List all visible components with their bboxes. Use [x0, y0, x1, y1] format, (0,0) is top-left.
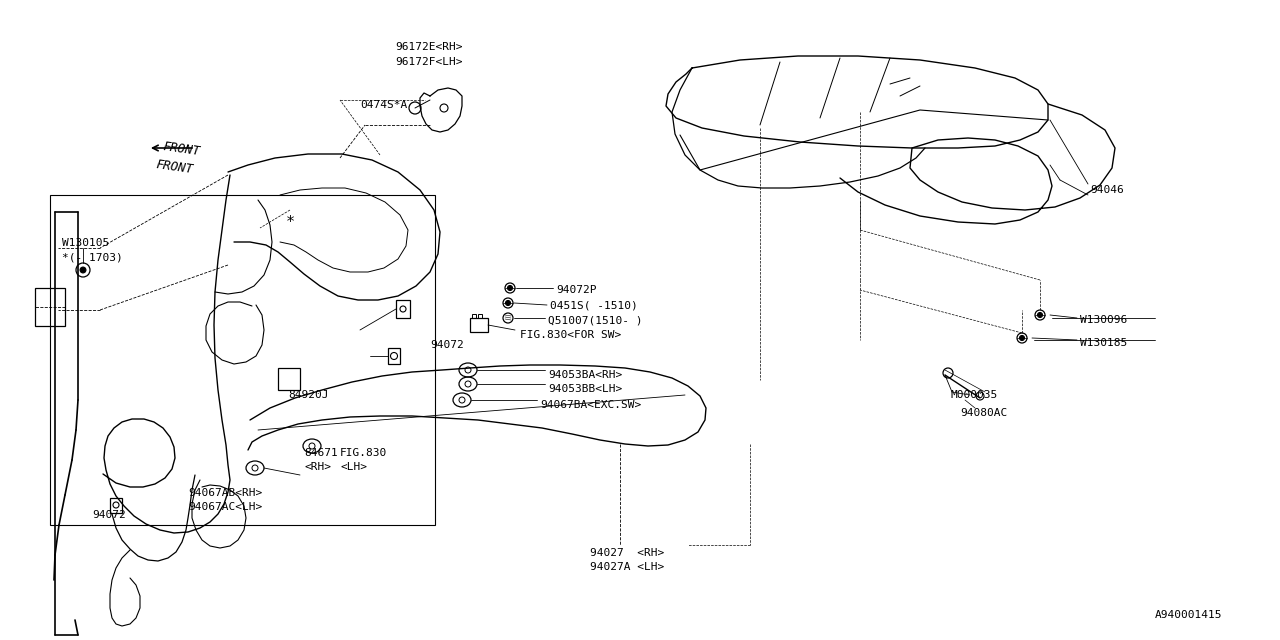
- Text: A940001415: A940001415: [1155, 610, 1222, 620]
- Circle shape: [506, 301, 511, 305]
- Text: 94072: 94072: [92, 510, 125, 520]
- Text: 94080AC: 94080AC: [960, 408, 1007, 418]
- Text: 96172E<RH>: 96172E<RH>: [396, 42, 462, 52]
- Bar: [477, 314, 483, 318]
- Text: *(- 1703): *(- 1703): [61, 252, 123, 262]
- Bar: [396, 300, 410, 318]
- Text: *: *: [285, 214, 294, 230]
- Bar: [50, 195, 435, 525]
- Text: <LH>: <LH>: [340, 462, 367, 472]
- Bar: [278, 368, 300, 390]
- Text: 84920J: 84920J: [288, 390, 329, 400]
- Text: 94046: 94046: [1091, 185, 1124, 195]
- Text: 94067BA<EXC.SW>: 94067BA<EXC.SW>: [540, 400, 641, 410]
- Bar: [472, 314, 476, 318]
- Text: FRONT: FRONT: [155, 158, 195, 176]
- Text: Q51007(1510- ): Q51007(1510- ): [548, 315, 643, 325]
- Circle shape: [1019, 335, 1024, 340]
- Bar: [388, 348, 401, 364]
- Text: FIG.830<FOR SW>: FIG.830<FOR SW>: [520, 330, 621, 340]
- Text: 96172F<LH>: 96172F<LH>: [396, 57, 462, 67]
- Text: W130096: W130096: [1080, 315, 1128, 325]
- Text: 94072P: 94072P: [556, 285, 596, 295]
- Bar: [35, 288, 65, 326]
- Bar: [110, 498, 122, 513]
- Text: 94027A <LH>: 94027A <LH>: [590, 562, 664, 572]
- Text: FIG.830: FIG.830: [340, 448, 388, 458]
- Text: W130105: W130105: [61, 238, 109, 248]
- Text: 94072: 94072: [430, 340, 463, 350]
- Text: 0474S*A: 0474S*A: [360, 100, 407, 110]
- Text: 94027  <RH>: 94027 <RH>: [590, 548, 664, 558]
- Circle shape: [81, 267, 86, 273]
- Text: 94067AB<RH>: 94067AB<RH>: [188, 488, 262, 498]
- Circle shape: [1038, 312, 1042, 317]
- Text: 84671: 84671: [305, 448, 338, 458]
- Circle shape: [507, 285, 512, 291]
- Text: M000035: M000035: [950, 390, 997, 400]
- Text: FRONT: FRONT: [163, 140, 201, 158]
- Text: 94053BA<RH>: 94053BA<RH>: [548, 370, 622, 380]
- Bar: [470, 318, 488, 332]
- Text: W130185: W130185: [1080, 338, 1128, 348]
- Text: <RH>: <RH>: [305, 462, 332, 472]
- Text: 0451S( -1510): 0451S( -1510): [550, 300, 637, 310]
- Text: 94067AC<LH>: 94067AC<LH>: [188, 502, 262, 512]
- Text: 94053BB<LH>: 94053BB<LH>: [548, 384, 622, 394]
